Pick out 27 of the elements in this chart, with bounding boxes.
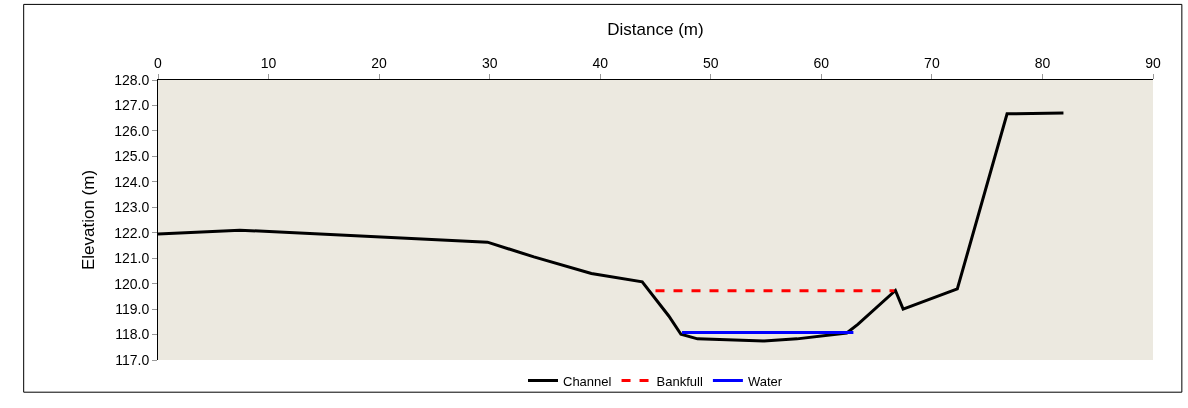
y-tick-label: 118.0: [115, 326, 150, 343]
x-tick-label: 60: [813, 55, 830, 72]
x-tick-label: 20: [371, 55, 388, 72]
y-tick-label: 119.0: [115, 300, 150, 317]
y-tick-label: 122.0: [114, 224, 150, 241]
y-tick-label: 123.0: [114, 199, 150, 216]
x-tick-label: 30: [481, 55, 498, 72]
x-tick-label: 10: [260, 55, 277, 72]
y-tick-label: 120.0: [114, 275, 150, 292]
y-tick-label: 124.0: [114, 173, 150, 190]
x-tick-label: 50: [702, 55, 719, 72]
x-axis-title: Distance (m): [607, 19, 704, 39]
x-tick-label: 0: [154, 55, 163, 72]
x-tick-label: 90: [1145, 55, 1161, 72]
legend-label: Bankfull: [656, 373, 703, 389]
y-tick-label: 121.0: [114, 250, 150, 267]
y-tick-label: 127.0: [114, 97, 150, 114]
x-tick-label: 70: [924, 55, 940, 72]
y-axis-title: Elevation (m): [78, 169, 98, 271]
x-tick-label: 80: [1034, 55, 1051, 72]
y-tick-label: 117.0: [115, 351, 150, 368]
y-tick-label: 128.0: [114, 71, 150, 88]
legend-label: Water: [747, 373, 783, 389]
y-tick-label: 126.0: [114, 122, 150, 139]
x-tick-label: 40: [592, 55, 609, 72]
legend-label: Channel: [563, 373, 612, 389]
y-tick-label: 125.0: [114, 148, 150, 165]
